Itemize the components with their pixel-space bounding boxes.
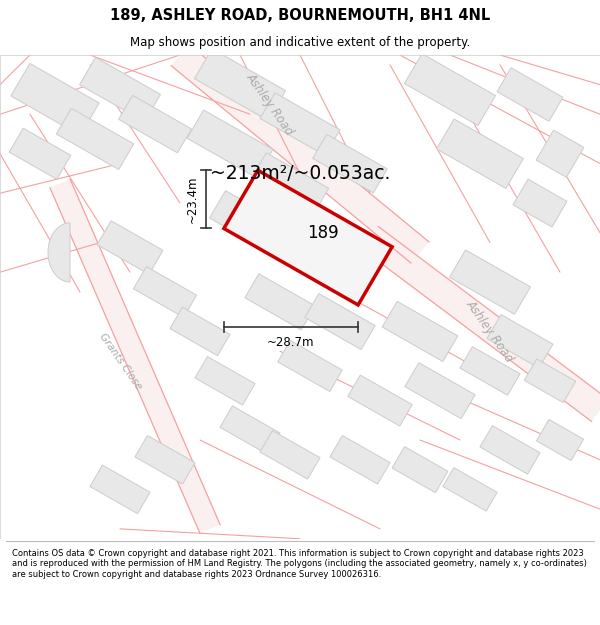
Polygon shape (97, 221, 163, 274)
Polygon shape (209, 191, 290, 255)
Polygon shape (405, 362, 475, 419)
Polygon shape (119, 96, 191, 153)
Polygon shape (260, 92, 340, 156)
Polygon shape (195, 356, 255, 405)
Polygon shape (437, 119, 523, 188)
Polygon shape (251, 152, 329, 214)
Polygon shape (245, 274, 315, 330)
Text: Ashley Road: Ashley Road (244, 71, 296, 138)
Polygon shape (90, 465, 150, 514)
Text: ~23.4m: ~23.4m (185, 176, 199, 223)
Polygon shape (305, 294, 375, 349)
Text: ~28.7m: ~28.7m (267, 336, 315, 349)
Polygon shape (536, 130, 584, 178)
Polygon shape (80, 58, 160, 122)
Text: Map shows position and indicative extent of the property.: Map shows position and indicative extent… (130, 36, 470, 49)
Polygon shape (480, 426, 540, 474)
Text: 189, ASHLEY ROAD, BOURNEMOUTH, BH1 4NL: 189, ASHLEY ROAD, BOURNEMOUTH, BH1 4NL (110, 8, 490, 23)
Polygon shape (50, 179, 220, 533)
Text: Ashley Road: Ashley Road (464, 298, 516, 365)
Polygon shape (330, 436, 390, 484)
Polygon shape (187, 110, 273, 178)
Text: ~213m²/~0.053ac.: ~213m²/~0.053ac. (210, 164, 391, 183)
Polygon shape (56, 108, 134, 169)
Polygon shape (224, 171, 392, 305)
Polygon shape (171, 44, 429, 263)
Text: 189: 189 (307, 224, 339, 242)
Polygon shape (170, 307, 230, 356)
Polygon shape (272, 222, 348, 282)
Text: Grants Close: Grants Close (97, 331, 143, 391)
Polygon shape (362, 227, 600, 421)
Polygon shape (9, 128, 71, 179)
Polygon shape (348, 375, 412, 426)
Polygon shape (133, 266, 197, 318)
Polygon shape (392, 447, 448, 493)
Polygon shape (487, 314, 553, 368)
Text: Contains OS data © Crown copyright and database right 2021. This information is : Contains OS data © Crown copyright and d… (12, 549, 587, 579)
Polygon shape (460, 347, 520, 395)
Polygon shape (524, 359, 576, 403)
Polygon shape (513, 179, 567, 227)
Polygon shape (220, 406, 280, 454)
Polygon shape (194, 49, 286, 121)
PathPatch shape (48, 223, 70, 282)
Polygon shape (443, 468, 497, 511)
Polygon shape (382, 301, 458, 361)
Polygon shape (449, 250, 530, 314)
Polygon shape (536, 419, 584, 461)
Polygon shape (260, 431, 320, 479)
Polygon shape (497, 68, 563, 121)
Polygon shape (313, 134, 388, 193)
Polygon shape (404, 54, 496, 126)
Polygon shape (278, 341, 342, 391)
Polygon shape (11, 63, 99, 136)
Polygon shape (135, 436, 195, 484)
